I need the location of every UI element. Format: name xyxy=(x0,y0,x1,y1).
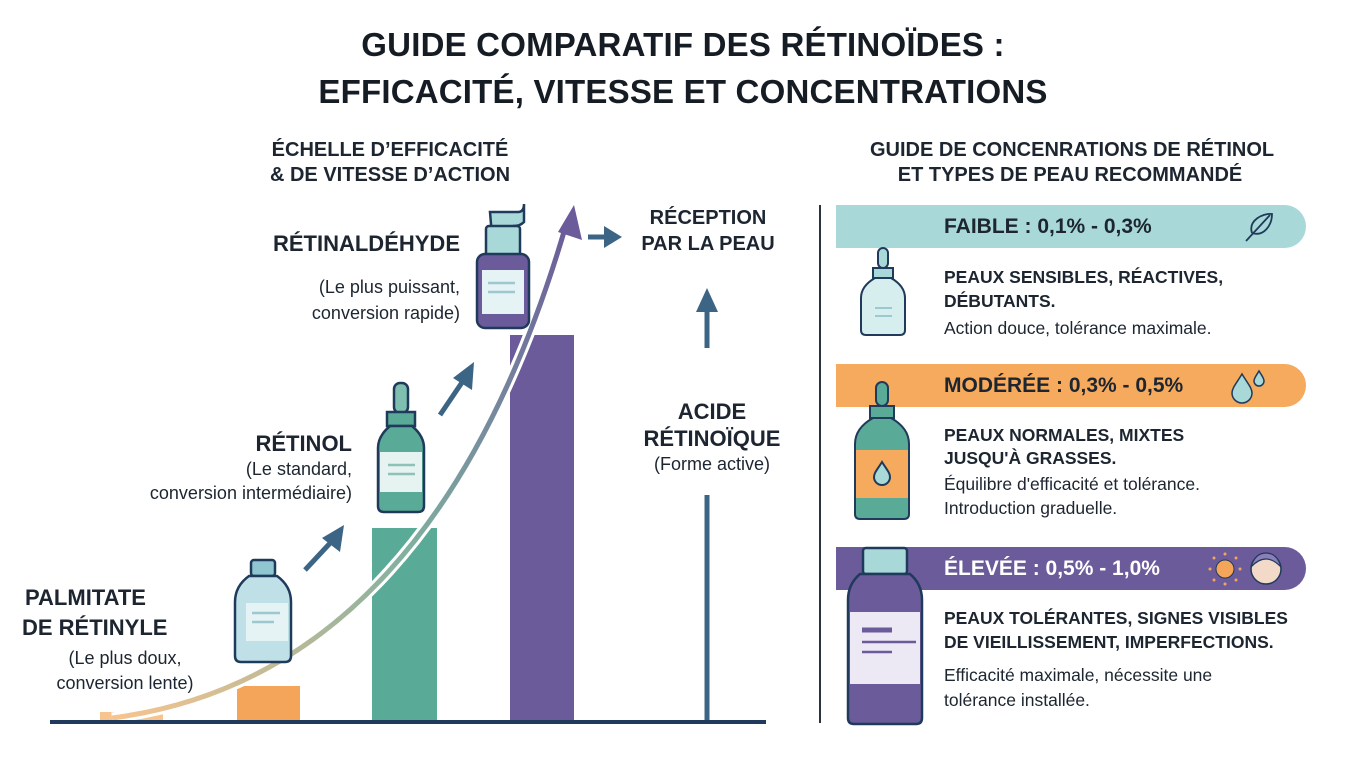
retinol-bottle-icon xyxy=(376,381,426,514)
retinaldehyde-desc-line1: (Le plus puissant, xyxy=(318,277,460,297)
level-high-desc-line1: Efficacité maximale, nécessite une xyxy=(944,665,1213,685)
left-heading-line1: ÉCHELLE D’EFFICACITÉ xyxy=(271,139,509,161)
high-bottle-icon xyxy=(846,546,924,726)
level-moderate-desc-line1: Équilibre d'efficacité et tolérance. xyxy=(944,474,1200,494)
curve-arrowhead xyxy=(558,205,582,240)
level-band-low: FAIBLE : 0,1% - 0,3% xyxy=(836,205,1306,248)
level-label: MODÉRÉE : 0,3% - 0,5% xyxy=(944,374,1184,397)
retinaldehyde-bottle-icon xyxy=(475,203,531,330)
level-band-high: ÉLEVÉE : 0,5% - 1,0% xyxy=(836,547,1306,590)
palmitate-bottle-icon xyxy=(233,558,293,664)
feather-icon xyxy=(1245,213,1273,242)
level-high-skin-line2: DE VIEILLISSEMENT, IMPERFECTIONS. xyxy=(944,632,1274,652)
level-band-moderate: MODÉRÉE : 0,3% - 0,5% xyxy=(836,364,1306,407)
reception-line1: RÉCEPTION xyxy=(649,207,767,229)
acid-line2: RÉTINOÏQUE xyxy=(643,426,781,451)
arrow-icons xyxy=(303,226,718,720)
retinol-desc-line1: (Le standard, xyxy=(245,459,352,479)
level-low-skin-line2: DÉBUTANTS. xyxy=(944,291,1056,311)
palmitate-name-line1: PALMITATE xyxy=(25,585,146,610)
retinol-desc-line2: conversion intermédiaire) xyxy=(149,483,352,503)
palmitate-desc-line1: (Le plus doux, xyxy=(68,648,182,668)
moderate-dropper-bottle-icon xyxy=(854,381,910,520)
concentration-bottles xyxy=(846,247,924,726)
page-title-line1: GUIDE COMPARATIF DES RÉTINOÏDES : xyxy=(361,26,1005,63)
water-drops-icon xyxy=(1231,369,1265,404)
level-low-skin-line1: PEAUX SENSIBLES, RÉACTIVES, xyxy=(944,267,1224,287)
retinaldehyde-desc-line2: conversion rapide) xyxy=(311,303,460,323)
level-label: FAIBLE : 0,1% - 0,3% xyxy=(944,215,1152,238)
efficacy-scale-graphic xyxy=(50,203,766,724)
bar-retinaldehyde xyxy=(510,335,574,722)
bar-palmitate xyxy=(237,686,300,722)
right-heading-line2: ET TYPES DE PEAU RECOMMANDÉ xyxy=(897,164,1243,186)
section-divider xyxy=(819,205,821,723)
right-heading-line1: GUIDE DE CONCENRATIONS DE RÉTINOL xyxy=(870,139,1275,161)
retinaldehyde-name: RÉTINALDÉHYDE xyxy=(272,231,460,256)
palmitate-desc-line2: conversion lente) xyxy=(56,673,194,693)
level-moderate-skin-line1: PEAUX NORMALES, MIXTES xyxy=(944,425,1185,445)
page-title-line2: EFFICACITÉ, VITESSE ET CONCENTRATIONS xyxy=(318,73,1048,110)
acid-line1: ACIDE xyxy=(677,399,747,424)
left-heading-line2: & DE VITESSE D’ACTION xyxy=(269,164,511,186)
level-high-desc-line2: tolérance installée. xyxy=(944,690,1090,710)
palmitate-name-line2: DE RÉTINYLE xyxy=(22,615,168,640)
retinol-name: RÉTINOL xyxy=(255,431,352,456)
level-high-skin-line1: PEAUX TOLÉRANTES, SIGNES VISIBLES xyxy=(944,608,1288,628)
level-low-desc: Action douce, tolérance maximale. xyxy=(944,318,1212,338)
acid-note: (Forme active) xyxy=(653,454,770,474)
level-moderate-desc-line2: Introduction graduelle. xyxy=(944,498,1118,518)
level-label: ÉLEVÉE : 0,5% - 1,0% xyxy=(944,557,1160,580)
level-moderate-skin-line2: JUSQU'À GRASSES. xyxy=(944,448,1117,468)
low-dropper-bottle-icon xyxy=(860,247,906,336)
sun-face-icon xyxy=(1208,552,1282,586)
reception-line2: PAR LA PEAU xyxy=(641,233,775,255)
